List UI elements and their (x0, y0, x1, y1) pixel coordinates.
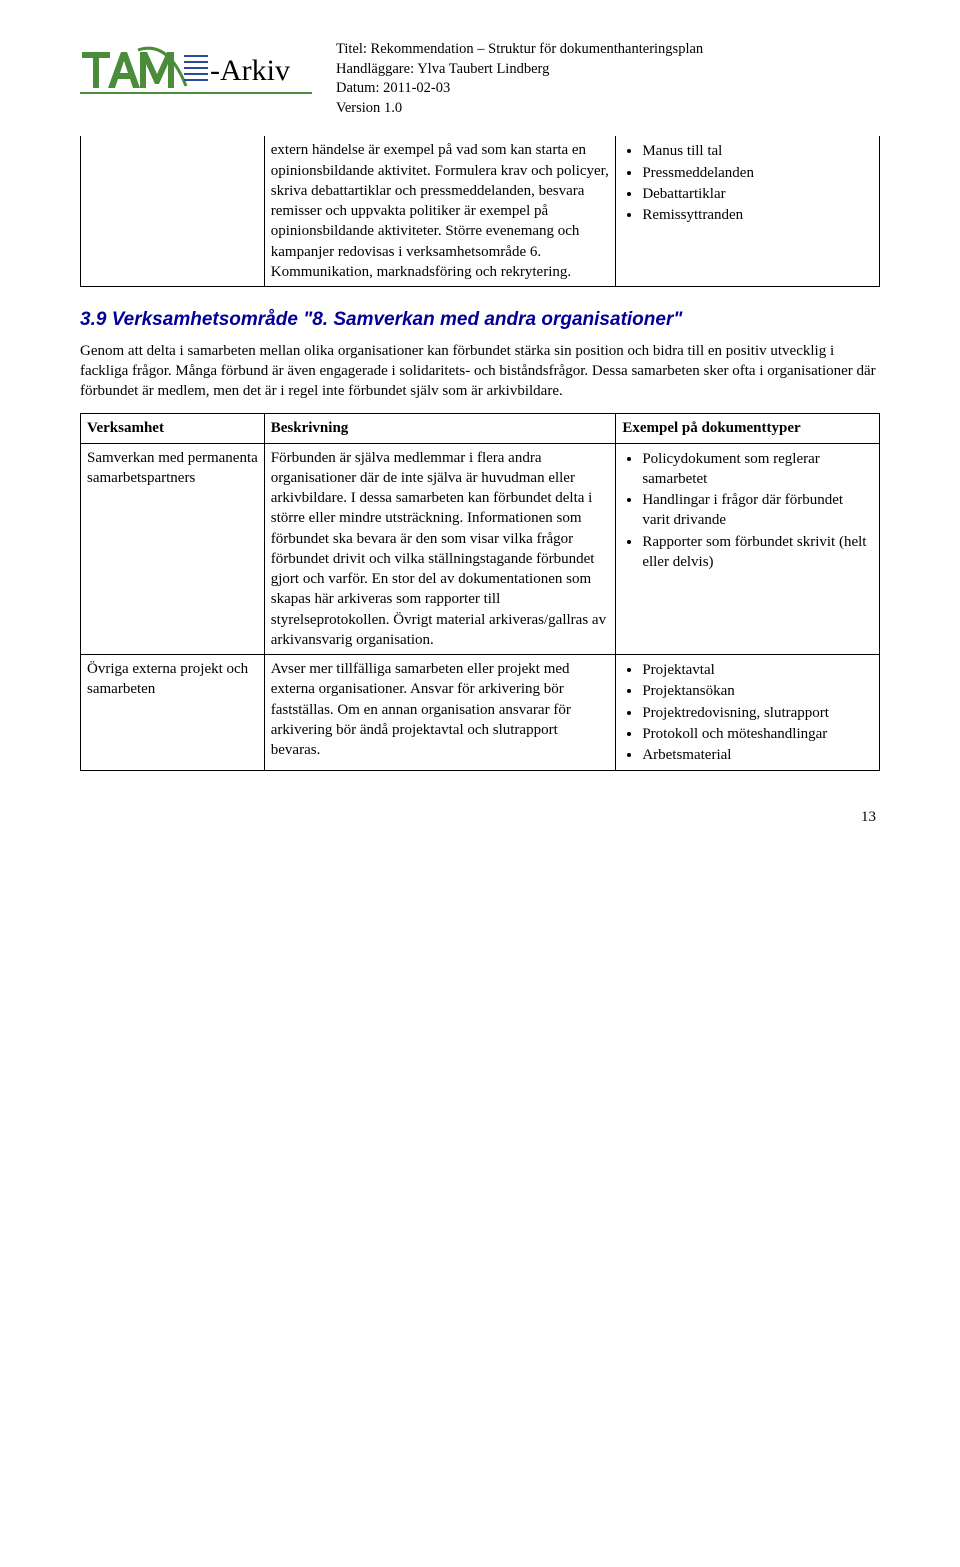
list-item: Debattartiklar (642, 184, 873, 204)
table-main: Verksamhet Beskrivning Exempel på dokume… (80, 413, 880, 771)
table2-r0-c: Policydokument som reglerar samarbetet H… (616, 443, 880, 655)
header-meta: Titel: Rekommendation – Struktur för dok… (336, 40, 703, 118)
meta-title-value: Rekommendation – Struktur för dokumentha… (371, 41, 704, 57)
table2-header-c: Exempel på dokumenttyper (616, 414, 880, 443)
logo-svg: -Arkiv (80, 40, 312, 100)
list-item: Projektredovisning, slutrapport (642, 703, 873, 723)
table1-cell-a (81, 136, 265, 286)
table2-r0-b: Förbunden är själva medlemmar i flera an… (264, 443, 616, 655)
list-item: Remissyttranden (642, 205, 873, 225)
logo: -Arkiv (80, 40, 312, 100)
page-number: 13 (80, 807, 880, 827)
table1-cell-b: extern händelse är exempel på vad som ka… (264, 136, 616, 286)
meta-version-value: 1.0 (384, 100, 402, 116)
list-item: Projektansökan (642, 681, 873, 701)
meta-handler-label: Handläggare: (336, 61, 414, 77)
table2-r1-a: Övriga externa projekt och samarbeten (81, 655, 265, 771)
table2-r0-a: Samverkan med permanenta samarbetspartne… (81, 443, 265, 655)
table-row: Samverkan med permanenta samarbetspartne… (81, 443, 880, 655)
list-item: Handlingar i frågor där förbundet varit … (642, 490, 873, 531)
list-item: Manus till tal (642, 141, 873, 161)
meta-handler-value: Ylva Taubert Lindberg (417, 61, 549, 77)
table2-r1-b: Avser mer tillfälliga samarbeten eller p… (264, 655, 616, 771)
list-item: Pressmeddelanden (642, 163, 873, 183)
meta-version-label: Version (336, 100, 380, 116)
table2-r1-c: Projektavtal Projektansökan Projektredov… (616, 655, 880, 771)
table1-bullets: Manus till tal Pressmeddelanden Debattar… (622, 141, 873, 225)
meta-title-label: Titel: (336, 41, 367, 57)
list-item: Projektavtal (642, 660, 873, 680)
page-header: -Arkiv Titel: Rekommendation – Struktur … (80, 40, 880, 118)
table1-cell-c: Manus till tal Pressmeddelanden Debattar… (616, 136, 880, 286)
table2-header-a: Verksamhet (81, 414, 265, 443)
list-item: Rapporter som förbundet skrivit (helt el… (642, 532, 873, 573)
list-item: Protokoll och möteshandlingar (642, 724, 873, 744)
section-intro: Genom att delta i samarbeten mellan olik… (80, 341, 880, 402)
list-item: Policydokument som reglerar samarbetet (642, 449, 873, 490)
meta-date-value: 2011-02-03 (383, 80, 450, 96)
table-row: Övriga externa projekt och samarbeten Av… (81, 655, 880, 771)
section-heading: 3.9 Verksamhetsområde "8. Samverkan med … (80, 307, 880, 333)
list-item: Arbetsmaterial (642, 745, 873, 765)
svg-text:-Arkiv: -Arkiv (210, 54, 290, 87)
table2-header-b: Beskrivning (264, 414, 616, 443)
meta-date-label: Datum: (336, 80, 380, 96)
table-continuation: extern händelse är exempel på vad som ka… (80, 136, 880, 287)
